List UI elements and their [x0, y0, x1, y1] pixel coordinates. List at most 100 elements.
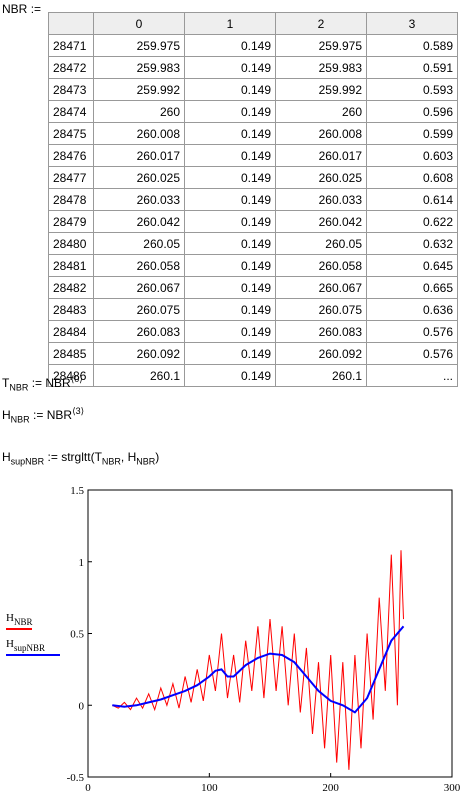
legend-base: H [6, 612, 14, 624]
cell: 260.05 [93, 232, 185, 255]
symbol: H [127, 450, 137, 464]
cell: 260.067 [275, 276, 367, 299]
assign-op: := [31, 376, 43, 390]
symbol: T [2, 376, 10, 390]
cell: 0.149 [184, 320, 276, 343]
table-row: 28481 260.058 0.149 260.058 0.645 [48, 254, 458, 277]
cell: 260.1 [275, 364, 367, 387]
table-row: 28477 260.025 0.149 260.025 0.608 [48, 166, 458, 189]
cell: 0.149 [184, 298, 276, 321]
cell: 0.576 [366, 342, 458, 365]
row-label: 28480 [48, 232, 94, 255]
cell: 260.067 [93, 276, 185, 299]
cell: 260.033 [275, 188, 367, 211]
cell: 260.092 [275, 342, 367, 365]
row-label: 28477 [48, 166, 94, 189]
plot-frame [87, 489, 453, 778]
table-row: 28472 259.983 0.149 259.983 0.591 [48, 56, 458, 79]
cell: 259.992 [275, 78, 367, 101]
cell: 0.149 [184, 78, 276, 101]
formula-rhs: NBR [45, 376, 71, 390]
cell: 0.576 [366, 320, 458, 343]
row-label: 28476 [48, 144, 94, 167]
assign-op: := [33, 408, 44, 422]
formula-lhs: HsupNBR [2, 450, 45, 467]
cell: 260.017 [93, 144, 185, 167]
argument: TNBR [94, 450, 121, 466]
table-row: 28471 259.975 0.149 259.975 0.589 [48, 34, 458, 57]
legend-sub: NBR [14, 617, 33, 627]
cell: 0.665 [366, 276, 458, 299]
row-label: 28471 [48, 34, 94, 57]
y-tick-label: -0.5 [67, 772, 85, 784]
cell: 0.149 [184, 34, 276, 57]
cell: 0.632 [366, 232, 458, 255]
cell: 260.025 [93, 166, 185, 189]
table-row: 28476 260.017 0.149 260.017 0.603 [48, 144, 458, 167]
legend-label: HsupNBR [6, 638, 45, 653]
y-tick-label: 0.5 [70, 629, 84, 641]
cell: 260.017 [275, 144, 367, 167]
cell: 260.033 [93, 188, 185, 211]
row-label: 28474 [48, 100, 94, 123]
cell: 0.645 [366, 254, 458, 277]
subscript: supNBR [10, 456, 45, 467]
cell: 260 [275, 100, 367, 123]
table-row: 28485 260.092 0.149 260.092 0.576 [48, 342, 458, 365]
table-row: 28480 260.05 0.149 260.05 0.632 [48, 232, 458, 255]
cell: 0.149 [184, 144, 276, 167]
x-tick-label: 300 [444, 782, 461, 794]
row-label: 28472 [48, 56, 94, 79]
cell: 0.149 [184, 100, 276, 123]
cell: 260.075 [93, 298, 185, 321]
cell: 0.149 [184, 364, 276, 387]
table-name: NBR [2, 2, 28, 16]
symbol: H [2, 450, 11, 464]
column-header: 0 [93, 12, 185, 35]
table-row: 28475 260.008 0.149 260.008 0.599 [48, 122, 458, 145]
table-row: 28473 259.992 0.149 259.992 0.593 [48, 78, 458, 101]
cell: 259.983 [275, 56, 367, 79]
cell: 0.603 [366, 144, 458, 167]
formula: TNBR := NBR⟨0⟩ [2, 374, 83, 392]
row-label: 28479 [48, 210, 94, 233]
x-tick-label: 100 [201, 782, 218, 794]
row-label: 28473 [48, 78, 94, 101]
row-label: 28486 [48, 364, 94, 387]
function-name: strgltt [61, 450, 91, 464]
table-row: 28474 260 0.149 260 0.596 [48, 100, 458, 123]
y-tick-label: 0 [79, 700, 85, 712]
cell: 0.149 [184, 342, 276, 365]
y-tick-label: 1.5 [70, 485, 84, 497]
row-label: 28483 [48, 298, 94, 321]
assign-op: := [47, 450, 58, 464]
formula: HsupNBR := strgltt(TNBR, HNBR) [2, 450, 160, 467]
cell: 260.042 [93, 210, 185, 233]
column-header: 1 [184, 12, 276, 35]
subscript: NBR [136, 456, 156, 467]
cell: 0.593 [366, 78, 458, 101]
symbol: T [94, 450, 102, 464]
row-label: 28478 [48, 188, 94, 211]
table-row: 28484 260.083 0.149 260.083 0.576 [48, 320, 458, 343]
formula-lhs: HNBR [2, 408, 30, 425]
x-tick-label: 0 [85, 782, 91, 794]
column-header: 2 [275, 12, 367, 35]
subscript: NBR [10, 414, 30, 425]
cell: 0.622 [366, 210, 458, 233]
subscript: NBR [9, 382, 29, 393]
cell: 0.149 [184, 210, 276, 233]
cell: 259.975 [93, 34, 185, 57]
cell: 260.083 [93, 320, 185, 343]
formula-rhs: NBR [46, 408, 73, 422]
y-tick-label: 1 [79, 557, 85, 569]
formula-lhs: TNBR [2, 376, 29, 393]
cell: 260.1 [93, 364, 185, 387]
table-row: 28483 260.075 0.149 260.075 0.636 [48, 298, 458, 321]
cell: 260.058 [275, 254, 367, 277]
cell: 260.042 [275, 210, 367, 233]
cell: 0.589 [366, 34, 458, 57]
superscript: ⟨3⟩ [72, 406, 85, 416]
